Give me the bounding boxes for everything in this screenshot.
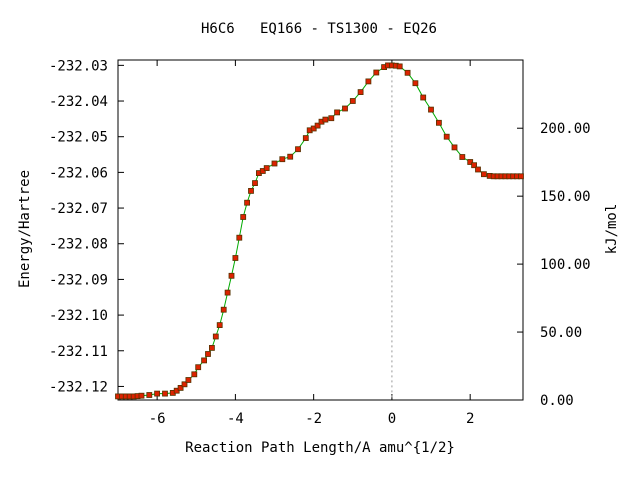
data-point bbox=[404, 69, 411, 76]
data-point bbox=[342, 105, 348, 112]
data-point bbox=[373, 69, 380, 76]
y2-axis-label: kJ/mol bbox=[604, 204, 620, 255]
data-point bbox=[271, 160, 278, 167]
data-point bbox=[212, 333, 219, 340]
data-point bbox=[205, 351, 211, 357]
data-point bbox=[365, 78, 372, 85]
data-point bbox=[310, 125, 317, 132]
y-tick-label: -232.03 bbox=[49, 58, 108, 74]
y-tick-label: -232.06 bbox=[49, 165, 108, 181]
data-point bbox=[162, 390, 168, 397]
data-point bbox=[420, 94, 427, 101]
data-point bbox=[302, 135, 309, 142]
data-point bbox=[138, 392, 145, 399]
y2-tick-label: 200.00 bbox=[540, 121, 591, 137]
y-axis-label: Energy/Hartree bbox=[17, 170, 33, 288]
data-point bbox=[252, 180, 258, 187]
data-point bbox=[334, 109, 341, 116]
y2-tick-label: 0.00 bbox=[540, 393, 574, 409]
data-point bbox=[295, 146, 301, 153]
data-point bbox=[328, 115, 335, 122]
data-point bbox=[279, 156, 286, 163]
data-point bbox=[236, 234, 243, 241]
data-point bbox=[518, 173, 524, 180]
data-point bbox=[349, 98, 356, 104]
data-point bbox=[240, 214, 247, 220]
data-point bbox=[459, 154, 466, 160]
y-tick-label: -232.12 bbox=[49, 379, 108, 395]
data-point bbox=[220, 306, 227, 313]
x-tick-label: -4 bbox=[227, 411, 244, 427]
data-point bbox=[181, 381, 188, 388]
data-point bbox=[435, 119, 442, 126]
data-point bbox=[185, 377, 192, 383]
data-point bbox=[428, 106, 434, 113]
data-point bbox=[208, 344, 215, 351]
x-tick-label: -2 bbox=[305, 411, 322, 427]
y-tick-label: -232.09 bbox=[49, 272, 108, 288]
data-point bbox=[195, 364, 202, 371]
y2-tick-label: 100.00 bbox=[540, 257, 591, 273]
data-point bbox=[248, 187, 254, 194]
y2-tick-label: 150.00 bbox=[540, 189, 591, 205]
y-tick-label: -232.10 bbox=[49, 308, 108, 324]
data-point bbox=[322, 116, 329, 123]
y2-tick-label: 50.00 bbox=[540, 325, 582, 341]
data-point bbox=[475, 166, 481, 173]
data-point bbox=[467, 159, 474, 165]
data-point bbox=[287, 153, 294, 160]
plot-frame bbox=[117, 59, 524, 401]
data-point bbox=[224, 289, 231, 296]
data-point bbox=[412, 80, 419, 87]
data-point bbox=[146, 392, 153, 398]
series-group bbox=[115, 62, 524, 400]
data-point bbox=[451, 144, 458, 151]
series-line bbox=[118, 64, 521, 397]
y-tick-label: -232.08 bbox=[49, 237, 108, 253]
data-point bbox=[471, 162, 478, 169]
data-point bbox=[177, 384, 184, 391]
data-point bbox=[154, 390, 161, 397]
data-point bbox=[263, 165, 270, 172]
data-point bbox=[443, 133, 450, 140]
x-axis-label: Reaction Path Length/A amu^{1/2} bbox=[185, 440, 455, 456]
x-tick-label: 0 bbox=[388, 411, 396, 427]
data-point bbox=[396, 63, 403, 70]
data-point bbox=[314, 122, 321, 129]
y-tick-label: -232.07 bbox=[49, 201, 108, 217]
data-point bbox=[357, 89, 364, 95]
data-point bbox=[244, 199, 251, 206]
x-tick-label: 2 bbox=[466, 411, 474, 427]
data-point bbox=[201, 357, 208, 364]
y-tick-label: -232.04 bbox=[49, 94, 108, 110]
data-point bbox=[228, 272, 235, 279]
data-point bbox=[191, 371, 198, 378]
x-tick-label: -6 bbox=[149, 411, 166, 427]
data-point bbox=[232, 255, 239, 261]
chart-title: H6C6 EQ166 - TS1300 - EQ26 bbox=[201, 21, 437, 37]
axes-group: -6 -4 -2 0 2 -232.03 -232.04 -232.05 -232.06 -232… bbox=[49, 58, 591, 427]
y-tick-label: -232.05 bbox=[49, 130, 108, 146]
data-point bbox=[480, 171, 487, 178]
data-point bbox=[216, 322, 223, 329]
y-tick-label: -232.11 bbox=[49, 344, 108, 360]
